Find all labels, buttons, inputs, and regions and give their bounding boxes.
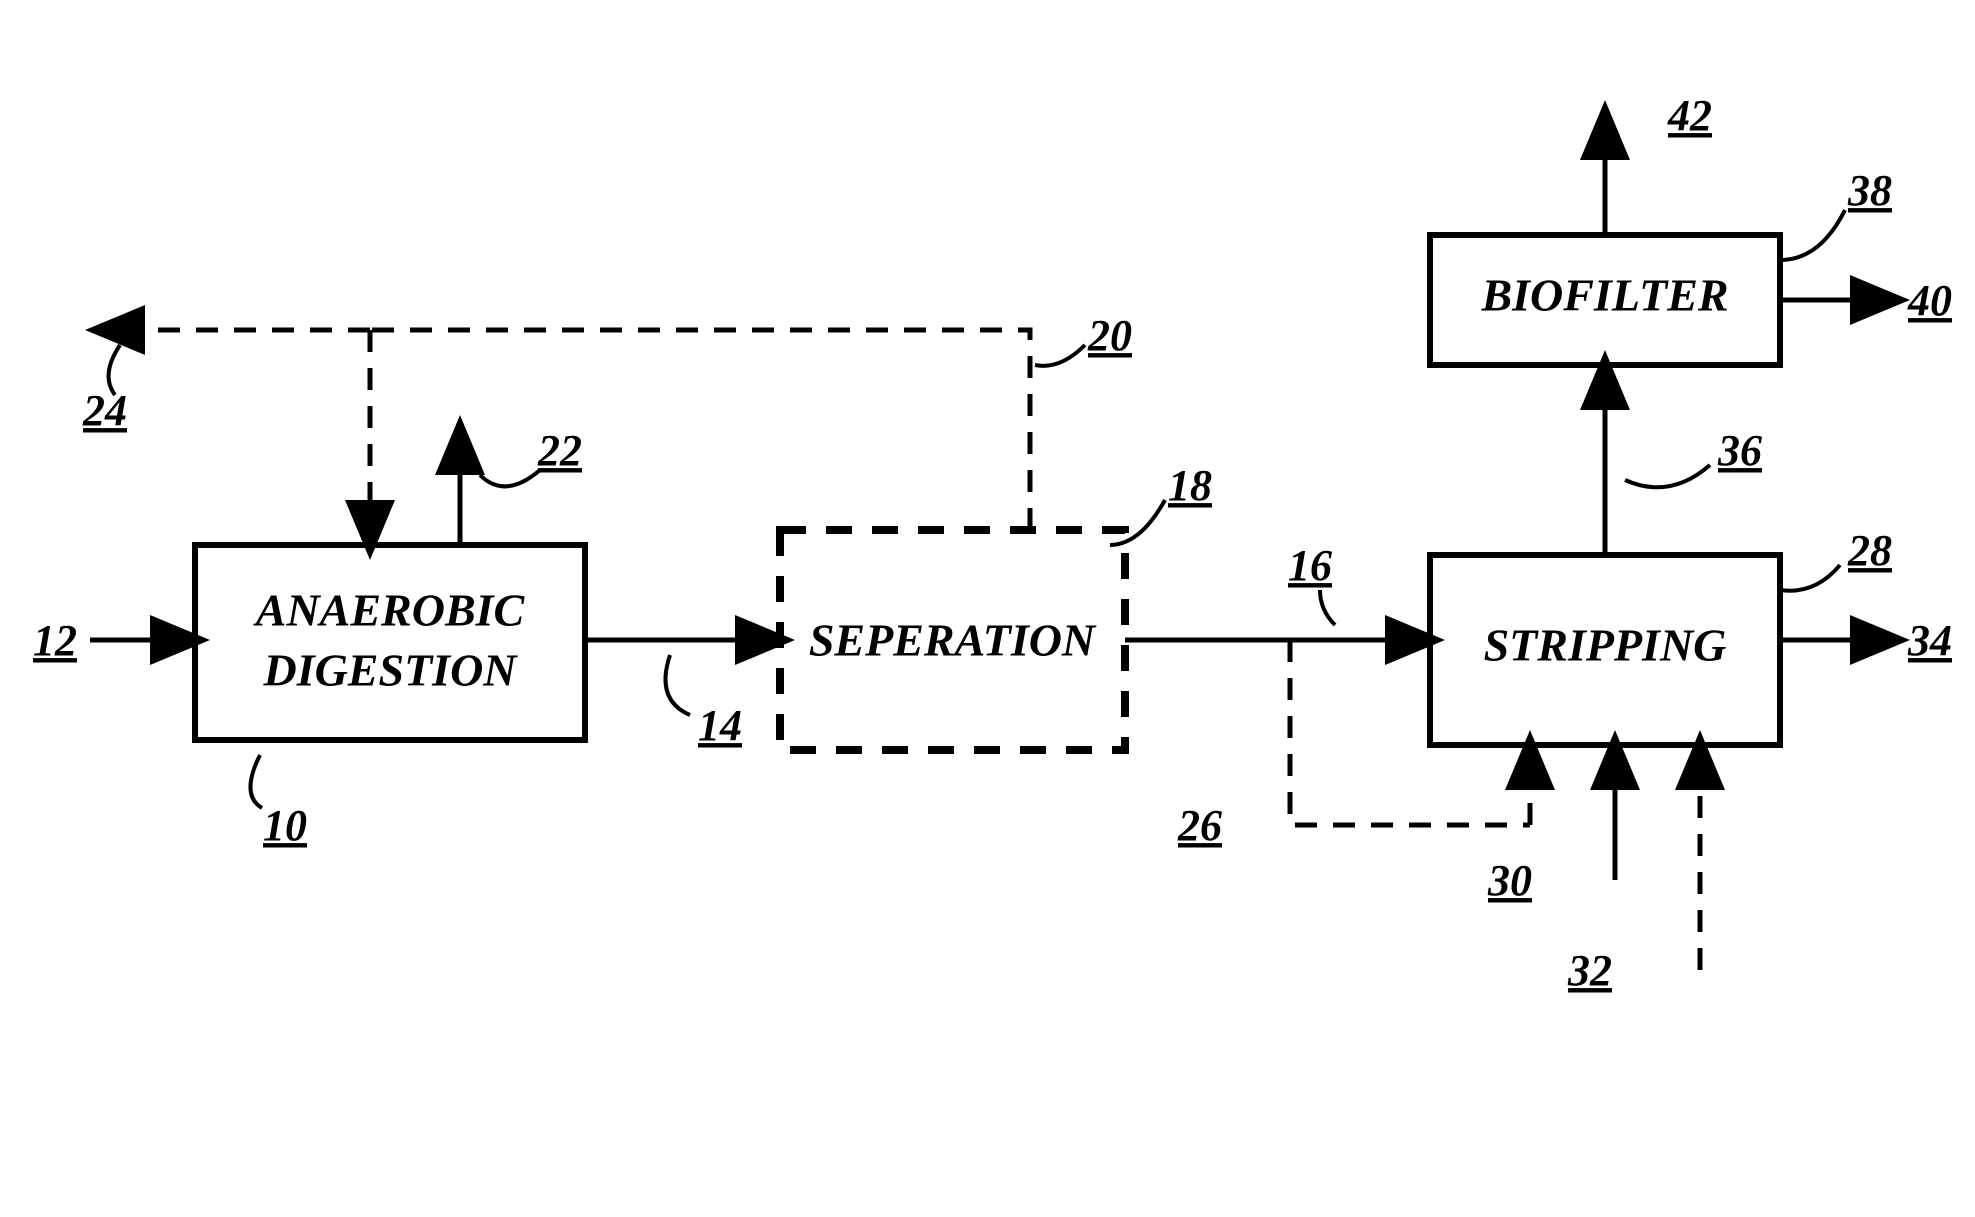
lead-36: [1625, 465, 1710, 487]
ref-40: 40: [1907, 276, 1952, 325]
ref-42: 42: [1667, 91, 1712, 140]
ref-26: 26: [1177, 801, 1222, 850]
ref-16: 16: [1288, 541, 1332, 590]
digestion-label: ANAEROBIC: [253, 585, 526, 636]
ref-10: 10: [263, 801, 307, 850]
flowchart-canvas: ANAEROBIC DIGESTION SEPERATION STRIPPING BIO…: [0, 0, 1975, 1217]
digestion-box: [195, 545, 585, 740]
ref-22: 22: [537, 426, 582, 475]
lead-10: [250, 755, 262, 808]
ref-30: 30: [1487, 856, 1532, 905]
ref-14: 14: [698, 701, 742, 750]
ref-32: 32: [1567, 946, 1612, 995]
lead-38: [1780, 210, 1845, 260]
lead-14: [666, 655, 691, 715]
ref-20: 20: [1087, 311, 1132, 360]
ref-36: 36: [1717, 426, 1762, 475]
lead-18: [1110, 500, 1165, 545]
ref-12: 12: [33, 616, 77, 665]
lead-22: [480, 470, 540, 486]
lead-28: [1780, 565, 1840, 591]
edge-e20: [370, 330, 1030, 530]
ref-28: 28: [1847, 526, 1892, 575]
lead-20: [1035, 345, 1085, 366]
ref-38: 38: [1847, 166, 1892, 215]
lead-16: [1320, 590, 1335, 625]
biofilter-label: BIOFILTER: [1480, 270, 1728, 321]
stripping-label: STRIPPING: [1484, 620, 1727, 671]
ref-18: 18: [1168, 461, 1212, 510]
digestion-label: DIGESTION: [262, 645, 518, 696]
separation-label: SEPERATION: [809, 615, 1097, 666]
ref-34: 34: [1907, 616, 1952, 665]
ref-24: 24: [82, 386, 127, 435]
